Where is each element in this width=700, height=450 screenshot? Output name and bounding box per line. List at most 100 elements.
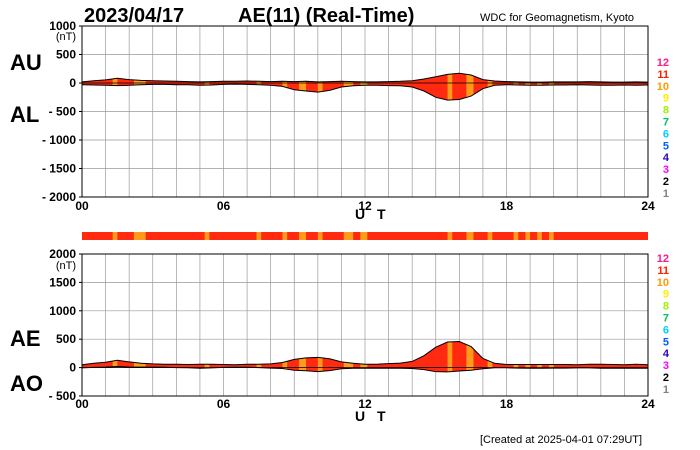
y-tick-label: 500 [56,48,76,62]
activity-bar-segment [537,232,542,240]
activity-bar-segment [360,232,368,240]
activity-band [447,341,453,372]
y-tick-label: - 1000 [42,133,76,147]
activity-band [112,341,118,372]
level-label: 5 [663,336,669,348]
x-tick-label: 24 [641,397,655,411]
level-label: 11 [657,69,669,81]
level-label: 11 [657,265,669,277]
y-tick-label: - 1500 [42,162,76,176]
activity-bar-segment [466,232,474,240]
x-tick-label: 00 [75,199,89,213]
y-tick-label: 500 [56,332,76,346]
activity-band [360,341,368,372]
series-line-al [81,83,649,101]
activity-bar-segment [548,232,554,240]
activity-bar-segment [447,232,453,240]
y-tick-label: - 2000 [42,190,76,204]
au-al-panel: 1000 500 0 - 500 - 1000 - 1500 - 2000 (nT) 00 06 1… [42,19,655,213]
activity-bar-segment [317,232,323,240]
activity-band [317,341,323,372]
series-line-ae [81,340,649,366]
activity-bar-segment [487,232,493,240]
x-tick-label: 24 [641,199,655,213]
y-tick-label: - 500 [49,389,77,403]
activity-bar-segment [204,232,210,240]
level-label: 12 [657,253,669,265]
activity-bar-segment [343,232,354,240]
activity-band [204,341,210,372]
activity-band [447,73,453,101]
y-tick-label: 1000 [49,19,76,33]
activity-bar-segment [133,232,146,240]
level-label: 1 [663,188,669,200]
y-tick-label: 0 [69,361,76,375]
activity-bar-segment [112,232,118,240]
level-label: 8 [663,105,669,117]
level-label: 4 [663,152,670,164]
activity-bar-segment [282,232,288,240]
level-label: 6 [663,324,669,336]
level-label: 9 [663,289,669,301]
level-label: 7 [663,313,669,325]
level-label: 10 [657,277,669,289]
level-label: 2 [663,176,669,188]
level-label: 7 [663,117,669,129]
y-tick-label: 2000 [49,247,76,261]
activity-band [525,341,531,372]
activity-bar-segment [256,232,262,240]
level-label: 3 [663,360,669,372]
x-tick-label: 12 [358,199,372,213]
activity-bar-segment [298,232,307,240]
series-line-au [81,72,649,83]
created-timestamp: [Created at 2025-04-01 07:29UT] [480,434,642,446]
activity-band [298,73,307,101]
chart-date: 2023/04/17 [84,5,184,27]
activity-band [282,341,288,372]
activity-bar [82,232,648,240]
organization-label: WDC for Geomagnetism, Kyoto [480,12,634,24]
ae-ao-panel: 2000 1500 1000 500 0 - 500 (nT) 00 06 12 18 24 [49,247,655,411]
activity-band [513,341,519,372]
activity-band [133,341,146,372]
level-label: 10 [657,81,669,93]
activity-band [466,341,474,372]
level-label: 8 [663,301,669,313]
y-unit-label: (nT) [56,260,76,272]
x-axis-title: U T [355,206,390,222]
level-label: 5 [663,140,669,152]
ae-label: AE [10,326,41,351]
y-tick-label: 1000 [49,304,76,318]
ao-label: AO [10,371,43,396]
plot-frame [81,253,649,397]
x-axis-title: U T [355,408,390,424]
level-label: 2 [663,372,669,384]
y-tick-label: 0 [69,76,76,90]
level-label: 1 [663,384,669,396]
activity-band [537,341,542,372]
activity-bar-segment [513,232,519,240]
activity-band [256,341,262,372]
level-label: 9 [663,93,669,105]
activity-band [343,341,354,372]
y-tick-label: 1500 [49,275,76,289]
x-tick-label: 18 [500,397,514,411]
x-tick-label: 18 [500,199,514,213]
activity-band [487,341,493,372]
activity-band [298,341,307,372]
x-tick-label: 12 [358,397,372,411]
level-label: 4 [663,348,670,360]
level-label: 3 [663,164,669,176]
x-tick-label: 00 [75,397,89,411]
level-label: 12 [657,57,669,69]
activity-bar-segment [525,232,531,240]
al-label: AL [10,102,39,127]
x-tick-label: 06 [217,397,231,411]
y-unit-label: (nT) [56,31,76,43]
y-tick-label: - 500 [49,105,77,119]
chart-title: AE(11) (Real-Time) [238,5,414,27]
activity-band [548,341,554,372]
